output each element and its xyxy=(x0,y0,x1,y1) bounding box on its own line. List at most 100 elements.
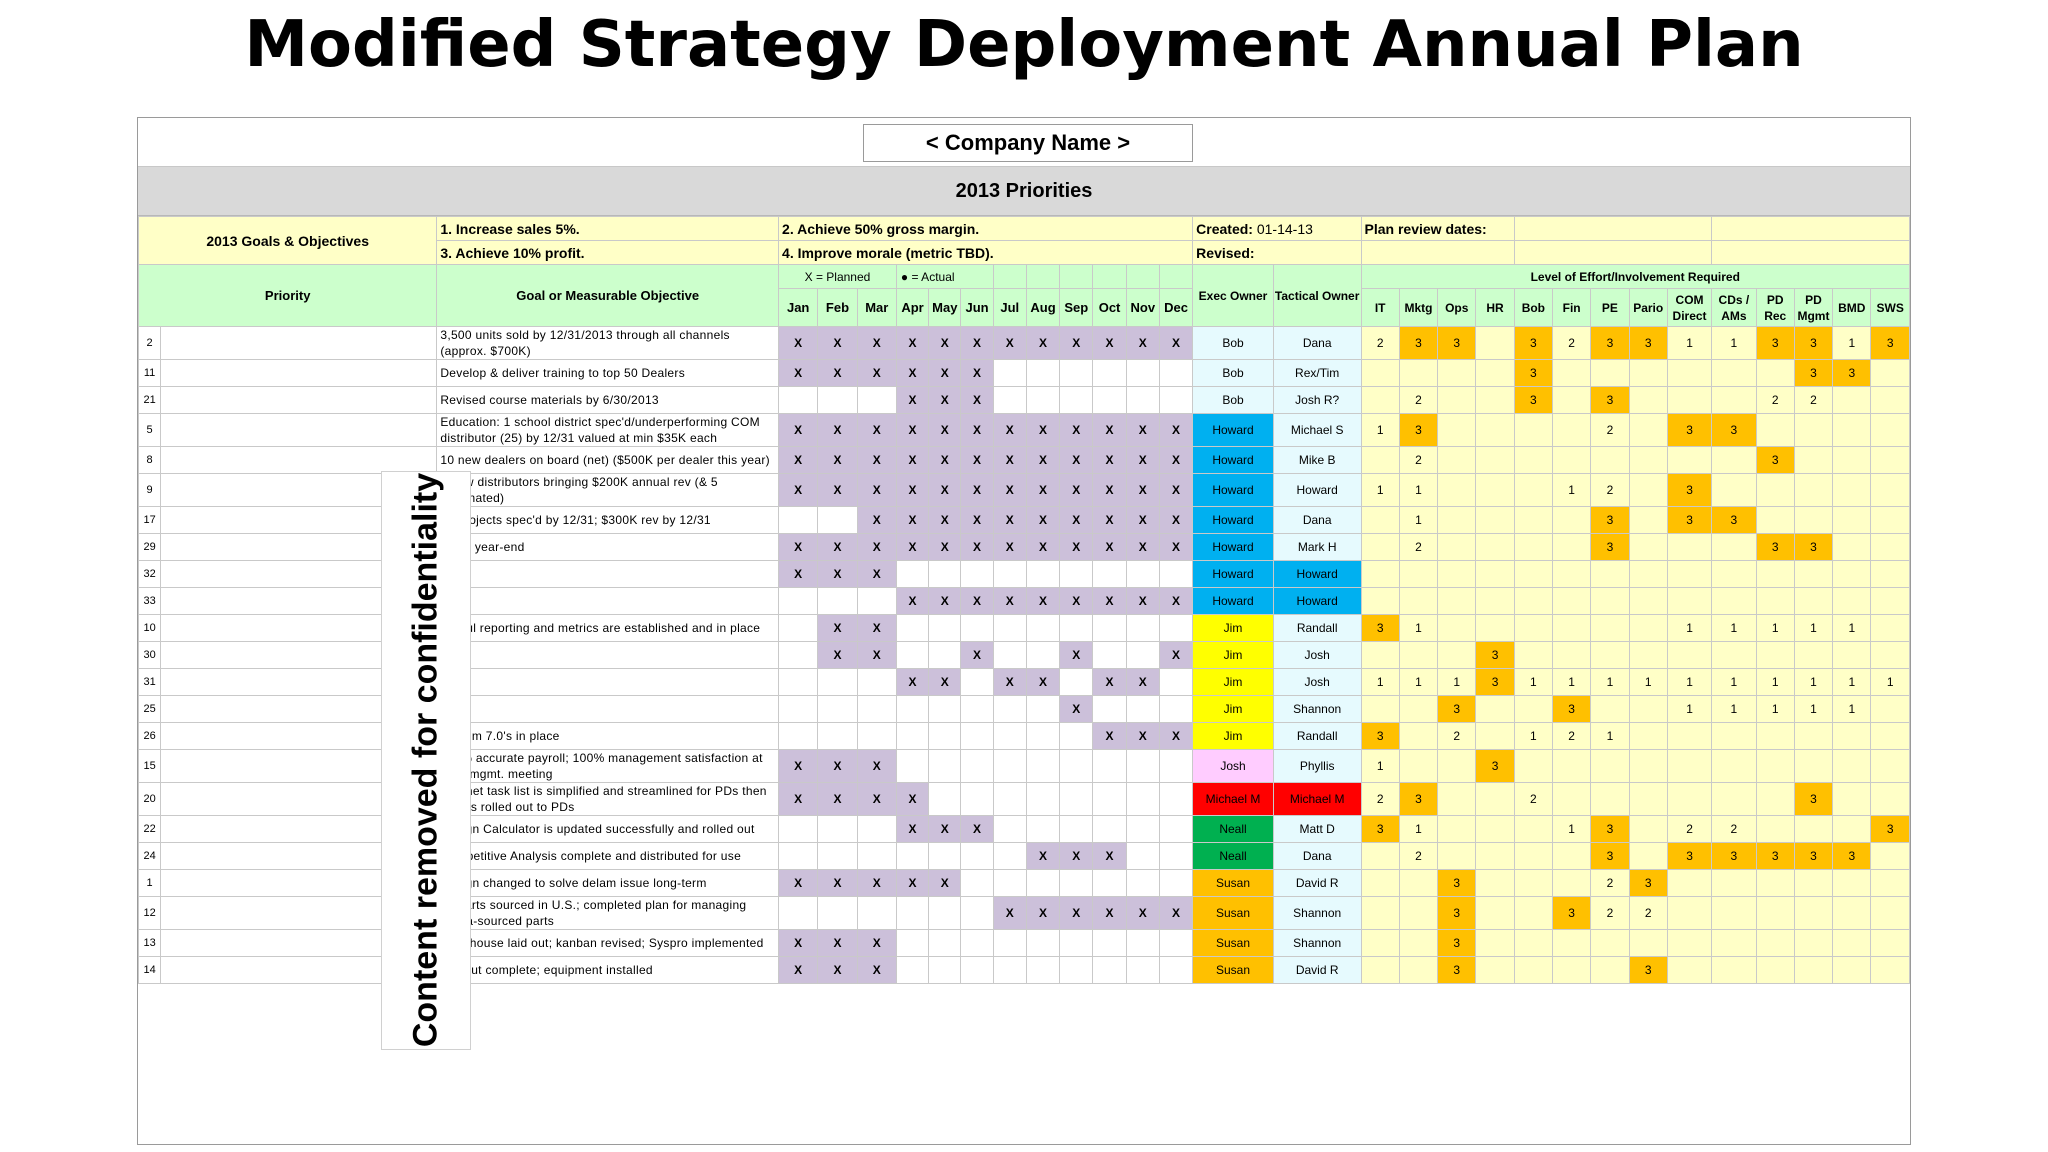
tactical-owner-cell[interactable]: Dana xyxy=(1272,506,1362,534)
tactical-owner-cell[interactable]: Howard xyxy=(1272,587,1362,615)
effort-cell-sws[interactable] xyxy=(1870,842,1910,870)
effort-cell-bob[interactable] xyxy=(1513,506,1554,534)
month-cell-aug[interactable] xyxy=(1025,614,1061,642)
effort-cell-cds-ams[interactable] xyxy=(1711,560,1757,588)
exec-owner-cell[interactable]: Jim xyxy=(1192,614,1274,642)
effort-cell-hr[interactable] xyxy=(1475,587,1515,615)
month-cell-jan[interactable]: X xyxy=(778,869,819,897)
effort-cell-fin[interactable] xyxy=(1551,749,1592,783)
month-cell-nov[interactable]: X xyxy=(1125,668,1160,696)
month-cell-mar[interactable]: X xyxy=(856,473,897,507)
objective-cell[interactable]: TBD xyxy=(436,641,780,669)
month-cell-dec[interactable] xyxy=(1158,668,1194,696)
month-cell-mar[interactable]: X xyxy=(856,614,897,642)
effort-cell-pd-mgmt[interactable] xyxy=(1793,815,1834,843)
effort-cell-ops[interactable]: 3 xyxy=(1437,929,1477,957)
month-cell-apr[interactable] xyxy=(895,896,930,930)
month-cell-mar[interactable] xyxy=(856,815,897,843)
month-cell-aug[interactable] xyxy=(1025,929,1061,957)
effort-cell-mktg[interactable] xyxy=(1398,695,1439,723)
month-cell-feb[interactable]: X xyxy=(817,533,858,561)
month-cell-mar[interactable]: X xyxy=(856,869,897,897)
exec-owner-cell[interactable]: Howard xyxy=(1192,560,1274,588)
effort-cell-pd-rec[interactable] xyxy=(1755,869,1795,897)
effort-cell-fin[interactable]: 3 xyxy=(1551,896,1592,930)
effort-cell-pd-mgmt[interactable] xyxy=(1793,869,1834,897)
month-cell-mar[interactable]: X xyxy=(856,359,897,387)
effort-cell-bob[interactable]: 3 xyxy=(1513,386,1554,414)
month-cell-jan[interactable]: X xyxy=(778,533,819,561)
effort-cell-sws[interactable] xyxy=(1870,722,1910,750)
month-cell-oct[interactable] xyxy=(1092,956,1127,984)
table-row[interactable]: 8 10 new dealers on board (net) ($500K pe… xyxy=(137,446,1910,474)
month-cell-dec[interactable] xyxy=(1158,815,1194,843)
effort-cell-sws[interactable] xyxy=(1870,869,1910,897)
month-cell-feb[interactable]: X xyxy=(817,956,858,984)
effort-cell-hr[interactable] xyxy=(1475,473,1515,507)
tactical-owner-cell[interactable]: Dana xyxy=(1272,842,1362,870)
month-cell-apr[interactable]: X xyxy=(895,413,930,447)
effort-cell-bob[interactable]: 3 xyxy=(1513,359,1554,387)
month-cell-nov[interactable] xyxy=(1125,749,1160,783)
effort-cell-pd-rec[interactable] xyxy=(1755,815,1795,843)
tactical-owner-cell[interactable]: Rex/Tim xyxy=(1272,359,1362,387)
month-cell-jul[interactable] xyxy=(992,386,1027,414)
effort-cell-pd-rec[interactable]: 2 xyxy=(1755,386,1795,414)
month-cell-nov[interactable] xyxy=(1125,614,1160,642)
tactical-owner-cell[interactable]: Josh xyxy=(1272,641,1362,669)
effort-cell-pe[interactable] xyxy=(1590,695,1630,723)
month-cell-jun[interactable]: X xyxy=(960,413,994,447)
exec-owner-cell[interactable]: Susan xyxy=(1192,956,1274,984)
effort-cell-bmd[interactable]: 1 xyxy=(1832,614,1872,642)
effort-cell-ops[interactable]: 3 xyxy=(1437,869,1477,897)
effort-cell-bob[interactable] xyxy=(1513,560,1554,588)
month-cell-dec[interactable]: X xyxy=(1158,533,1194,561)
month-cell-dec[interactable] xyxy=(1158,614,1194,642)
month-cell-mar[interactable]: X xyxy=(856,560,897,588)
effort-cell-pe[interactable]: 2 xyxy=(1590,869,1630,897)
month-cell-sep[interactable] xyxy=(1059,359,1094,387)
effort-cell-bmd[interactable] xyxy=(1832,722,1872,750)
effort-cell-ops[interactable] xyxy=(1437,446,1477,474)
effort-cell-it[interactable] xyxy=(1360,869,1400,897)
effort-cell-com-direct[interactable] xyxy=(1666,587,1713,615)
month-cell-mar[interactable]: X xyxy=(856,326,897,360)
month-cell-jan[interactable] xyxy=(778,896,819,930)
month-cell-jan[interactable]: X xyxy=(778,929,819,957)
table-row[interactable]: 1 Design changed to solve delam issue lon… xyxy=(137,869,1910,897)
effort-cell-bob[interactable]: 2 xyxy=(1513,782,1554,816)
effort-cell-pario[interactable]: 3 xyxy=(1628,869,1668,897)
exec-owner-cell[interactable]: Howard xyxy=(1192,446,1274,474)
exec-owner-cell[interactable]: Josh xyxy=(1192,749,1274,783)
month-cell-nov[interactable]: X xyxy=(1125,446,1160,474)
review-date-5[interactable] xyxy=(1711,240,1910,265)
effort-cell-bob[interactable] xyxy=(1513,446,1554,474)
effort-cell-com-direct[interactable] xyxy=(1666,929,1713,957)
effort-cell-pe[interactable] xyxy=(1590,749,1630,783)
effort-cell-pd-mgmt[interactable] xyxy=(1793,722,1834,750)
effort-cell-bob[interactable] xyxy=(1513,869,1554,897)
effort-cell-pario[interactable] xyxy=(1628,533,1668,561)
effort-cell-ops[interactable] xyxy=(1437,614,1477,642)
month-cell-aug[interactable] xyxy=(1025,815,1061,843)
month-cell-nov[interactable]: X xyxy=(1125,473,1160,507)
effort-cell-mktg[interactable]: 3 xyxy=(1398,782,1439,816)
month-cell-feb[interactable] xyxy=(817,668,858,696)
effort-cell-mktg[interactable]: 1 xyxy=(1398,473,1439,507)
month-cell-dec[interactable] xyxy=(1158,359,1194,387)
effort-cell-pe[interactable]: 3 xyxy=(1590,326,1630,360)
effort-cell-ops[interactable]: 3 xyxy=(1437,956,1477,984)
month-cell-feb[interactable] xyxy=(817,842,858,870)
month-cell-feb[interactable]: X xyxy=(817,560,858,588)
month-cell-jun[interactable] xyxy=(960,929,994,957)
month-cell-feb[interactable]: X xyxy=(817,326,858,360)
effort-cell-pd-mgmt[interactable]: 3 xyxy=(1793,842,1834,870)
objective-cell[interactable]: Revised course materials by 6/30/2013 xyxy=(436,386,780,414)
effort-cell-pario[interactable] xyxy=(1628,560,1668,588)
effort-cell-pd-rec[interactable] xyxy=(1755,929,1795,957)
month-cell-jul[interactable]: X xyxy=(992,326,1027,360)
month-cell-jan[interactable]: X xyxy=(778,359,819,387)
effort-cell-cds-ams[interactable] xyxy=(1711,782,1757,816)
month-cell-mar[interactable] xyxy=(856,695,897,723)
month-cell-sep[interactable] xyxy=(1059,722,1094,750)
